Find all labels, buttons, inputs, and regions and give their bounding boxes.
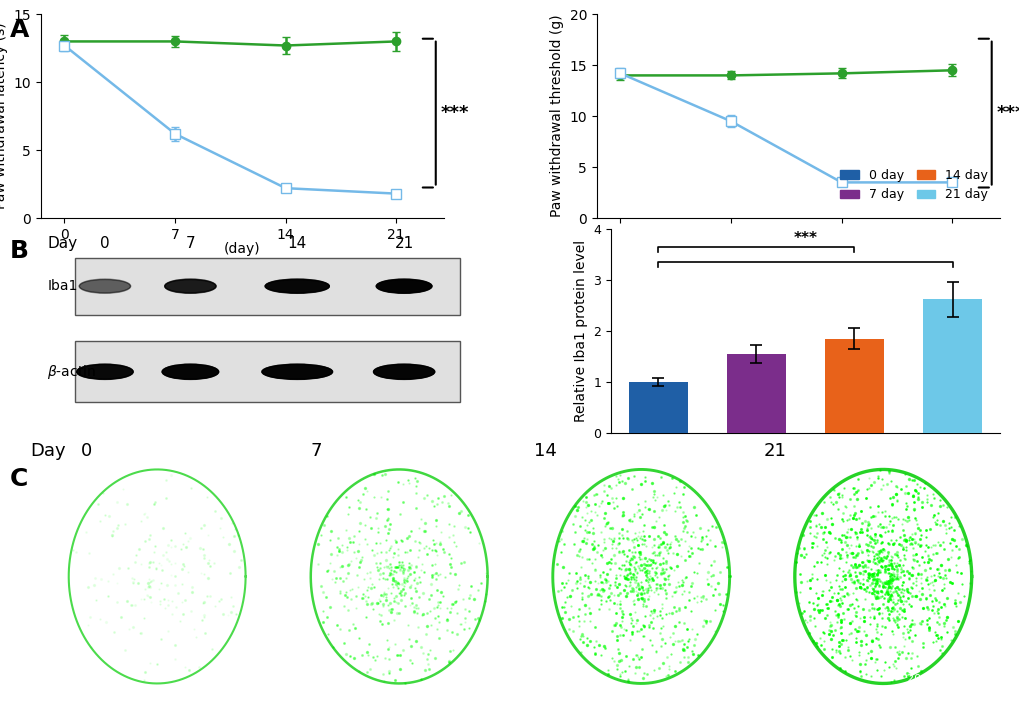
Text: A: A — [10, 18, 30, 42]
Y-axis label: Paw withdrawal latency (s): Paw withdrawal latency (s) — [0, 23, 8, 210]
Text: 200 µM: 200 µM — [906, 674, 948, 684]
Ellipse shape — [265, 279, 329, 293]
Bar — [922, 299, 981, 433]
X-axis label: (day): (day) — [780, 242, 815, 256]
Text: Iba1: Iba1 — [47, 279, 77, 293]
Y-axis label: Relative Iba1 protein level: Relative Iba1 protein level — [574, 240, 587, 422]
Text: Day: Day — [31, 442, 66, 460]
Ellipse shape — [162, 364, 218, 379]
Ellipse shape — [376, 279, 431, 293]
Ellipse shape — [76, 364, 133, 379]
Text: 0: 0 — [81, 442, 93, 460]
Y-axis label: Paw withdrawal threshold (g): Paw withdrawal threshold (g) — [549, 15, 564, 217]
Legend: 0 day, 7 day, 14 day, 21 day: 0 day, 7 day, 14 day, 21 day — [835, 164, 993, 206]
Ellipse shape — [165, 279, 216, 293]
Ellipse shape — [265, 279, 329, 293]
Ellipse shape — [373, 364, 434, 379]
Ellipse shape — [376, 279, 431, 293]
Text: ***: *** — [440, 104, 469, 122]
Ellipse shape — [79, 279, 130, 293]
Text: 21: 21 — [763, 442, 786, 460]
Ellipse shape — [162, 364, 218, 379]
Text: 14: 14 — [287, 236, 307, 251]
Text: Day: Day — [47, 236, 77, 251]
Bar — [824, 339, 882, 433]
Text: 7: 7 — [185, 236, 195, 251]
Text: 14: 14 — [534, 442, 556, 460]
Bar — [628, 382, 687, 433]
Ellipse shape — [373, 364, 434, 379]
Text: B: B — [10, 239, 30, 263]
FancyBboxPatch shape — [75, 342, 460, 402]
Ellipse shape — [165, 279, 216, 293]
Ellipse shape — [79, 279, 130, 293]
Text: 21: 21 — [394, 236, 414, 251]
Text: ***: *** — [793, 231, 816, 246]
Ellipse shape — [262, 364, 332, 379]
Ellipse shape — [262, 364, 332, 379]
FancyBboxPatch shape — [75, 257, 460, 314]
Ellipse shape — [76, 364, 133, 379]
Text: 7: 7 — [310, 442, 322, 460]
Text: $\beta$-actin: $\beta$-actin — [47, 363, 96, 381]
Bar — [727, 354, 785, 433]
X-axis label: (day): (day) — [224, 242, 260, 256]
Text: C: C — [10, 467, 29, 491]
Text: 0: 0 — [100, 236, 110, 251]
Text: ***: *** — [996, 104, 1019, 122]
